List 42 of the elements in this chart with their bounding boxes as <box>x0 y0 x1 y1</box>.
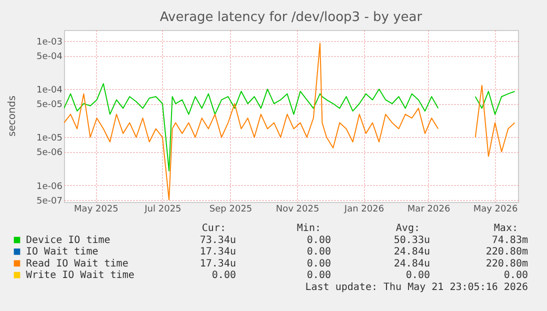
y-tick-label: 1e-06 <box>36 182 63 192</box>
legend-label: Device IO time <box>26 235 110 246</box>
x-tick-label: Mar 2026 <box>407 204 450 214</box>
legend-label: Read IO Wait time <box>26 258 128 270</box>
legend-label: Write IO Wait time <box>26 270 134 282</box>
x-tick-label: May 2025 <box>74 204 118 214</box>
x-tick-label: Jul 2025 <box>144 204 182 214</box>
text: 0.00 <box>306 246 331 258</box>
y-axis-title: seconds <box>7 96 18 136</box>
text: 220.80m <box>486 258 528 270</box>
y-tick-label: 1e-05 <box>36 134 62 144</box>
text: 50.33u <box>394 235 430 246</box>
text: 0.00 <box>212 270 236 282</box>
text: 73.34u <box>200 235 236 246</box>
text: 24.84u <box>394 246 430 258</box>
y-tick-label: 5e-06 <box>36 148 63 158</box>
y-tick-label: 1e-03 <box>36 38 62 48</box>
x-tick-label: May 2026 <box>473 204 518 214</box>
text: 0.00 <box>306 258 331 270</box>
x-tick-label: Sep 2025 <box>209 204 252 214</box>
y-tick-label: 5e-05 <box>36 100 62 110</box>
text: 17.34u <box>200 246 236 258</box>
legend-label: IO Wait time <box>26 246 98 258</box>
y-tick-label: 1e-04 <box>36 86 63 96</box>
y-tick-label: 5e-07 <box>36 196 62 206</box>
text: 0.00 <box>306 235 331 246</box>
text: 17.34u <box>200 258 236 270</box>
x-tick-label: Jan 2026 <box>343 204 384 214</box>
text: 220.80m <box>486 246 528 258</box>
text: 0.00 <box>306 270 331 282</box>
text: 0.00 <box>504 270 528 282</box>
x-tick-label: Nov 2025 <box>276 204 320 214</box>
text: 24.84u <box>394 258 430 270</box>
text: Avg: <box>396 223 420 234</box>
text: Last update: Thu May 21 23:05:16 2026 <box>305 282 528 293</box>
text: Min: <box>296 223 321 234</box>
text: Max: <box>494 223 518 234</box>
chart-title: Average latency for /dev/loop3 - by year <box>160 10 423 25</box>
y-tick-label: 5e-04 <box>36 52 63 62</box>
text: 74.83m <box>492 235 528 246</box>
text: 0.00 <box>406 270 430 282</box>
text: Cur: <box>202 223 226 234</box>
